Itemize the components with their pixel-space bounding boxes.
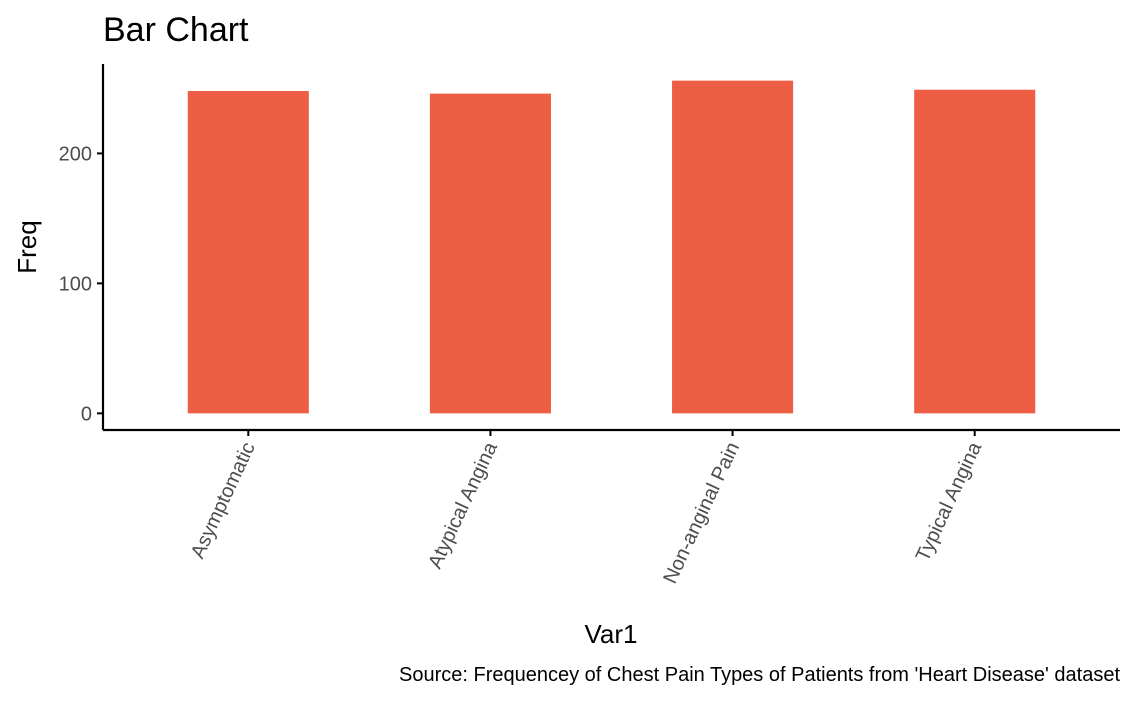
chart-title: Bar Chart (103, 11, 249, 49)
bar-asymptomatic (187, 91, 309, 414)
bars-layer (187, 80, 1036, 414)
x-axis-title: Var1 (585, 619, 638, 649)
y-tick-label: 0 (81, 403, 92, 425)
y-axis-title: Freq (12, 220, 42, 273)
x-axis: Asymptomatic Atypical Angina Non-anginal P… (103, 428, 1120, 587)
y-tick-label: 200 (59, 143, 92, 165)
x-tick-label: Asymptomatic (187, 439, 260, 562)
bar-non-anginal-pain (672, 80, 794, 414)
bar-atypical-angina (429, 93, 551, 414)
chart-caption: Source: Frequencey of Chest Pain Types o… (399, 664, 1120, 686)
y-axis: 0 100 200 (59, 64, 105, 430)
x-tick-label: Typical Angina (912, 438, 987, 565)
x-tick-label: Non-anginal Pain (659, 439, 744, 587)
bar-typical-angina (914, 89, 1036, 414)
x-tick-label: Atypical Angina (424, 438, 502, 572)
y-tick-label: 100 (59, 273, 92, 295)
